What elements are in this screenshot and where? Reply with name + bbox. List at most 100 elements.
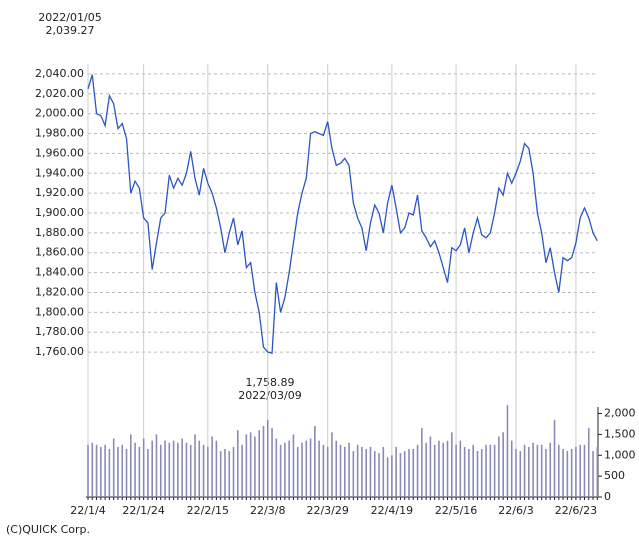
y2-tick-label: 1,500 xyxy=(604,427,636,440)
y-tick-label: 1,880.00 xyxy=(35,226,84,239)
volume-bar xyxy=(309,438,312,497)
volume-bar xyxy=(181,438,183,497)
volume-bar xyxy=(130,434,132,497)
y2-tick-label: 1,000 xyxy=(604,448,636,461)
volume-bar xyxy=(421,428,423,497)
volume-bar xyxy=(408,449,410,497)
volume-bar xyxy=(438,440,440,497)
volume-bar xyxy=(194,434,196,497)
volume-bar xyxy=(117,446,119,497)
volume-bar xyxy=(249,432,252,497)
price-line xyxy=(87,74,598,354)
volume-bar xyxy=(510,440,513,497)
volume-bar xyxy=(403,451,406,497)
volume-bar xyxy=(476,451,479,497)
volume-bar xyxy=(224,449,226,497)
volume-bar xyxy=(459,440,462,497)
volume-bar xyxy=(279,444,282,497)
volume-bar xyxy=(348,442,350,497)
y-tick-label: 1,780.00 xyxy=(35,325,84,338)
volume-bar xyxy=(155,434,158,497)
x-tick-label: 22/1/24 xyxy=(122,504,164,517)
volume-bar xyxy=(451,432,453,497)
volume-bar xyxy=(536,444,539,497)
volume-bar xyxy=(121,444,124,497)
volume-bar xyxy=(185,442,188,497)
annotation: 2022/01/05 xyxy=(38,11,101,24)
volume-bar xyxy=(553,419,556,497)
annotation: 2022/03/09 xyxy=(238,389,301,402)
volume-bar xyxy=(412,449,415,497)
volume-bar xyxy=(87,444,89,497)
volume-bar xyxy=(266,419,269,497)
volume-bar xyxy=(142,438,145,497)
y-tick-label: 1,800.00 xyxy=(35,305,84,318)
x-tick-label: 22/1/4 xyxy=(70,504,105,517)
y-tick-label: 1,940.00 xyxy=(35,166,84,179)
volume-bar xyxy=(416,444,419,497)
y-tick-label: 1,920.00 xyxy=(35,186,84,199)
y-tick-label: 1,820.00 xyxy=(35,285,84,298)
volume-bar xyxy=(369,446,372,497)
volume-bar xyxy=(395,446,397,497)
volume-bar xyxy=(207,446,209,497)
volume-bar xyxy=(241,444,243,497)
volume-bar xyxy=(134,442,136,497)
volume-bar xyxy=(326,446,329,497)
volume-bar xyxy=(429,436,432,497)
volume-bar xyxy=(399,453,402,497)
volume-bar xyxy=(562,449,564,497)
volume-bar xyxy=(455,444,457,497)
volume-bar xyxy=(583,444,586,497)
volume-bar xyxy=(575,446,577,497)
volume-bar xyxy=(519,451,522,497)
volume-bar xyxy=(219,451,222,497)
volume-bar xyxy=(314,426,316,497)
volume-bar xyxy=(540,444,543,497)
volume-bar xyxy=(147,449,149,497)
volume-bar xyxy=(288,440,290,497)
volume-bar xyxy=(177,442,179,497)
volume-bar xyxy=(322,444,325,497)
y-tick-label: 1,980.00 xyxy=(35,127,84,140)
volume-bar xyxy=(549,442,552,497)
volume-bar xyxy=(271,428,273,497)
x-tick-label: 22/6/23 xyxy=(555,504,597,517)
volume-bar xyxy=(108,449,111,497)
volume-bar xyxy=(373,451,376,497)
volume-bar xyxy=(215,440,218,497)
volume-bar xyxy=(378,453,380,497)
volume-bar xyxy=(245,434,248,497)
volume-bar xyxy=(318,440,320,497)
volume-bar xyxy=(254,436,256,497)
volume-bar xyxy=(493,444,496,497)
volume-bar xyxy=(592,451,594,497)
volume-bar xyxy=(232,446,235,497)
volume-bar xyxy=(112,438,115,497)
volume-bar xyxy=(463,446,466,497)
volume-bar xyxy=(356,444,359,497)
x-tick-label: 22/4/19 xyxy=(371,504,413,517)
volume-bar xyxy=(468,449,470,497)
y-tick-label: 2,000.00 xyxy=(35,107,84,120)
volume-bar xyxy=(159,444,162,497)
annotation: 1,758.89 xyxy=(246,376,295,389)
x-tick-label: 22/3/29 xyxy=(306,504,348,517)
x-tick-label: 22/2/15 xyxy=(187,504,229,517)
x-tick-label: 22/3/8 xyxy=(250,504,285,517)
y-tick-label: 1,860.00 xyxy=(35,246,84,259)
volume-bar xyxy=(361,446,363,497)
volume-bar xyxy=(301,442,303,497)
volume-bar xyxy=(472,444,474,497)
volume-bar xyxy=(442,442,445,497)
volume-bar xyxy=(382,446,385,497)
volume-bar xyxy=(365,449,367,497)
volume-bar xyxy=(228,451,231,497)
volume-bar xyxy=(391,455,393,497)
volume-bar xyxy=(189,444,192,497)
volume-bar xyxy=(532,442,534,497)
volume-bar xyxy=(125,449,128,497)
y-tick-label: 1,960.00 xyxy=(35,146,84,159)
x-tick-label: 22/5/16 xyxy=(435,504,477,517)
